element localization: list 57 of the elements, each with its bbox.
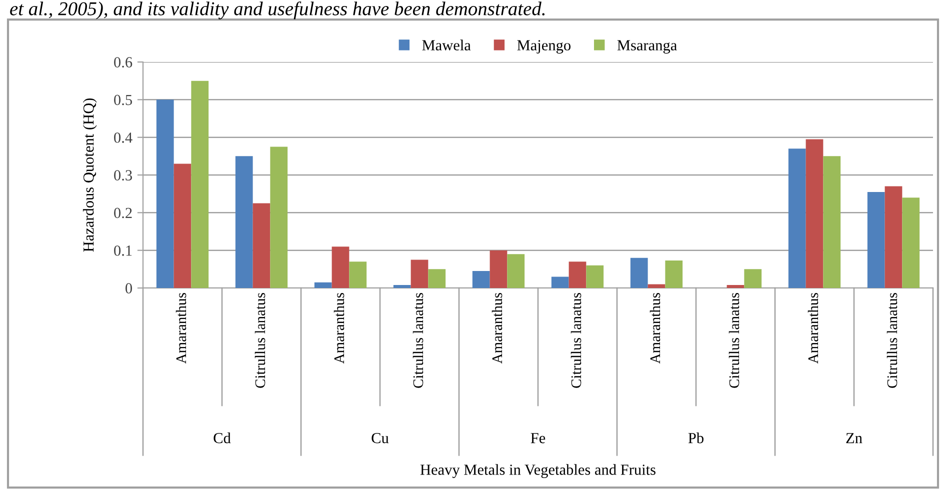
x-tick-label: Amaranthus	[492, 293, 502, 364]
y-tick-label: 0.4	[114, 132, 132, 143]
bar	[823, 156, 841, 288]
bar	[472, 271, 490, 288]
bar	[551, 276, 569, 288]
x-axis-title: Heavy Metals in Vegetables and Fruits	[420, 464, 656, 478]
legend-label: Majengo	[517, 40, 571, 54]
x-tick-label: Amaranthus	[334, 293, 344, 364]
bar	[788, 148, 806, 288]
x-tick-label: Citrullus lanatus	[254, 293, 266, 388]
bar	[726, 284, 744, 288]
bar	[630, 258, 648, 288]
x-tick-label: Citrullus lanatus	[728, 293, 740, 388]
x-tick-label: Citrullus lanatus	[886, 293, 898, 388]
text: et al., 2005), and its validity and usefulness have been demonstrated.	[10, 1, 545, 20]
bar	[665, 260, 683, 288]
bar	[902, 198, 920, 288]
y-tick-label: 0.6	[114, 57, 132, 68]
bar	[191, 80, 209, 288]
text: Cu	[372, 432, 389, 444]
x-tick-label: Citrullus lanatus	[570, 293, 582, 388]
text: Pb	[688, 432, 704, 444]
bar	[744, 269, 762, 288]
bar	[332, 246, 350, 288]
text: Zn	[846, 433, 862, 444]
y-axis-title: Hazardous Quotent (HQ)	[82, 98, 97, 252]
bar	[349, 262, 367, 288]
bar	[174, 164, 192, 288]
text: Cd	[214, 432, 231, 444]
x-tick-label: Amaranthus	[176, 293, 186, 364]
bar	[393, 284, 411, 288]
bar	[252, 203, 270, 288]
x-tick-label: Amaranthus	[808, 293, 818, 364]
y-tick-label: 0.5	[114, 94, 132, 106]
bar	[428, 269, 446, 288]
bar	[648, 284, 666, 288]
legend-label: Msaranga	[617, 40, 677, 54]
bar	[507, 254, 525, 288]
bar	[314, 282, 332, 288]
bar	[884, 186, 902, 288]
y-tick-label: 0.3	[114, 170, 132, 181]
bar	[867, 192, 885, 288]
bar	[586, 265, 604, 288]
bar	[156, 100, 174, 288]
y-tick-label: 0.2	[114, 208, 132, 218]
bar	[806, 139, 824, 288]
bar	[235, 156, 253, 288]
x-tick-label: Citrullus lanatus	[412, 293, 424, 388]
bar	[270, 146, 288, 288]
y-tick-label: 0.1	[114, 245, 132, 256]
text: Fe	[530, 433, 546, 444]
bar	[490, 250, 508, 288]
x-tick-label: Amaranthus	[650, 293, 660, 364]
bar	[568, 262, 586, 288]
legend-label: Mawela	[422, 40, 471, 50]
y-tick-label: 0	[126, 283, 132, 294]
bar	[410, 260, 428, 288]
